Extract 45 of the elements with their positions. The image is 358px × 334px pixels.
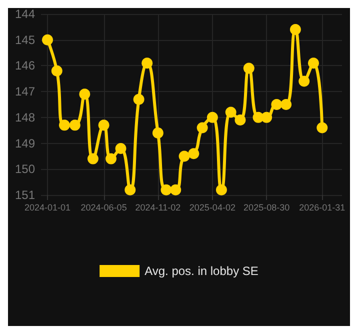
legend-label: Avg. pos. in lobby SE [144,264,258,278]
point [308,58,319,69]
point [243,62,254,74]
point [271,99,282,110]
y-tick-label: 145 [14,32,36,47]
point [298,76,310,87]
point [79,88,90,100]
y-tick-label: 146 [14,58,36,73]
x-tick-label: 2024-06-05 [80,202,127,212]
y-tick-label: 147 [14,84,36,99]
point [133,94,144,105]
point [106,153,117,164]
point [152,127,164,138]
y-tick-label: 150 [14,162,36,176]
point [124,184,136,196]
point [42,34,53,46]
point [87,153,98,164]
x-tick-label: 2024-11-02 [135,202,181,212]
point [69,120,80,131]
y-tick-label: 151 [14,188,36,202]
point [316,122,328,134]
point [196,122,208,134]
point [290,24,301,36]
point [216,184,227,196]
point [261,112,272,123]
point [178,150,190,162]
x-tick-label: 2026-01-31 [299,202,346,212]
point [280,99,292,110]
x-tick-label: 2024-01-01 [24,202,71,212]
point [115,142,126,154]
y-tick-label: 148 [14,110,36,124]
point [160,184,172,196]
point [142,58,153,69]
x-tick-label: 2025-04-02 [189,202,236,212]
point [188,148,200,160]
y-tick-label: 144 [14,7,36,21]
point [170,184,182,196]
point [51,65,62,76]
point [98,120,110,131]
point [206,112,218,123]
y-tick-label: 149 [14,136,36,150]
point [58,120,70,131]
point [234,114,246,126]
x-tick-label: 2025-08-30 [244,202,290,212]
point [225,106,236,118]
